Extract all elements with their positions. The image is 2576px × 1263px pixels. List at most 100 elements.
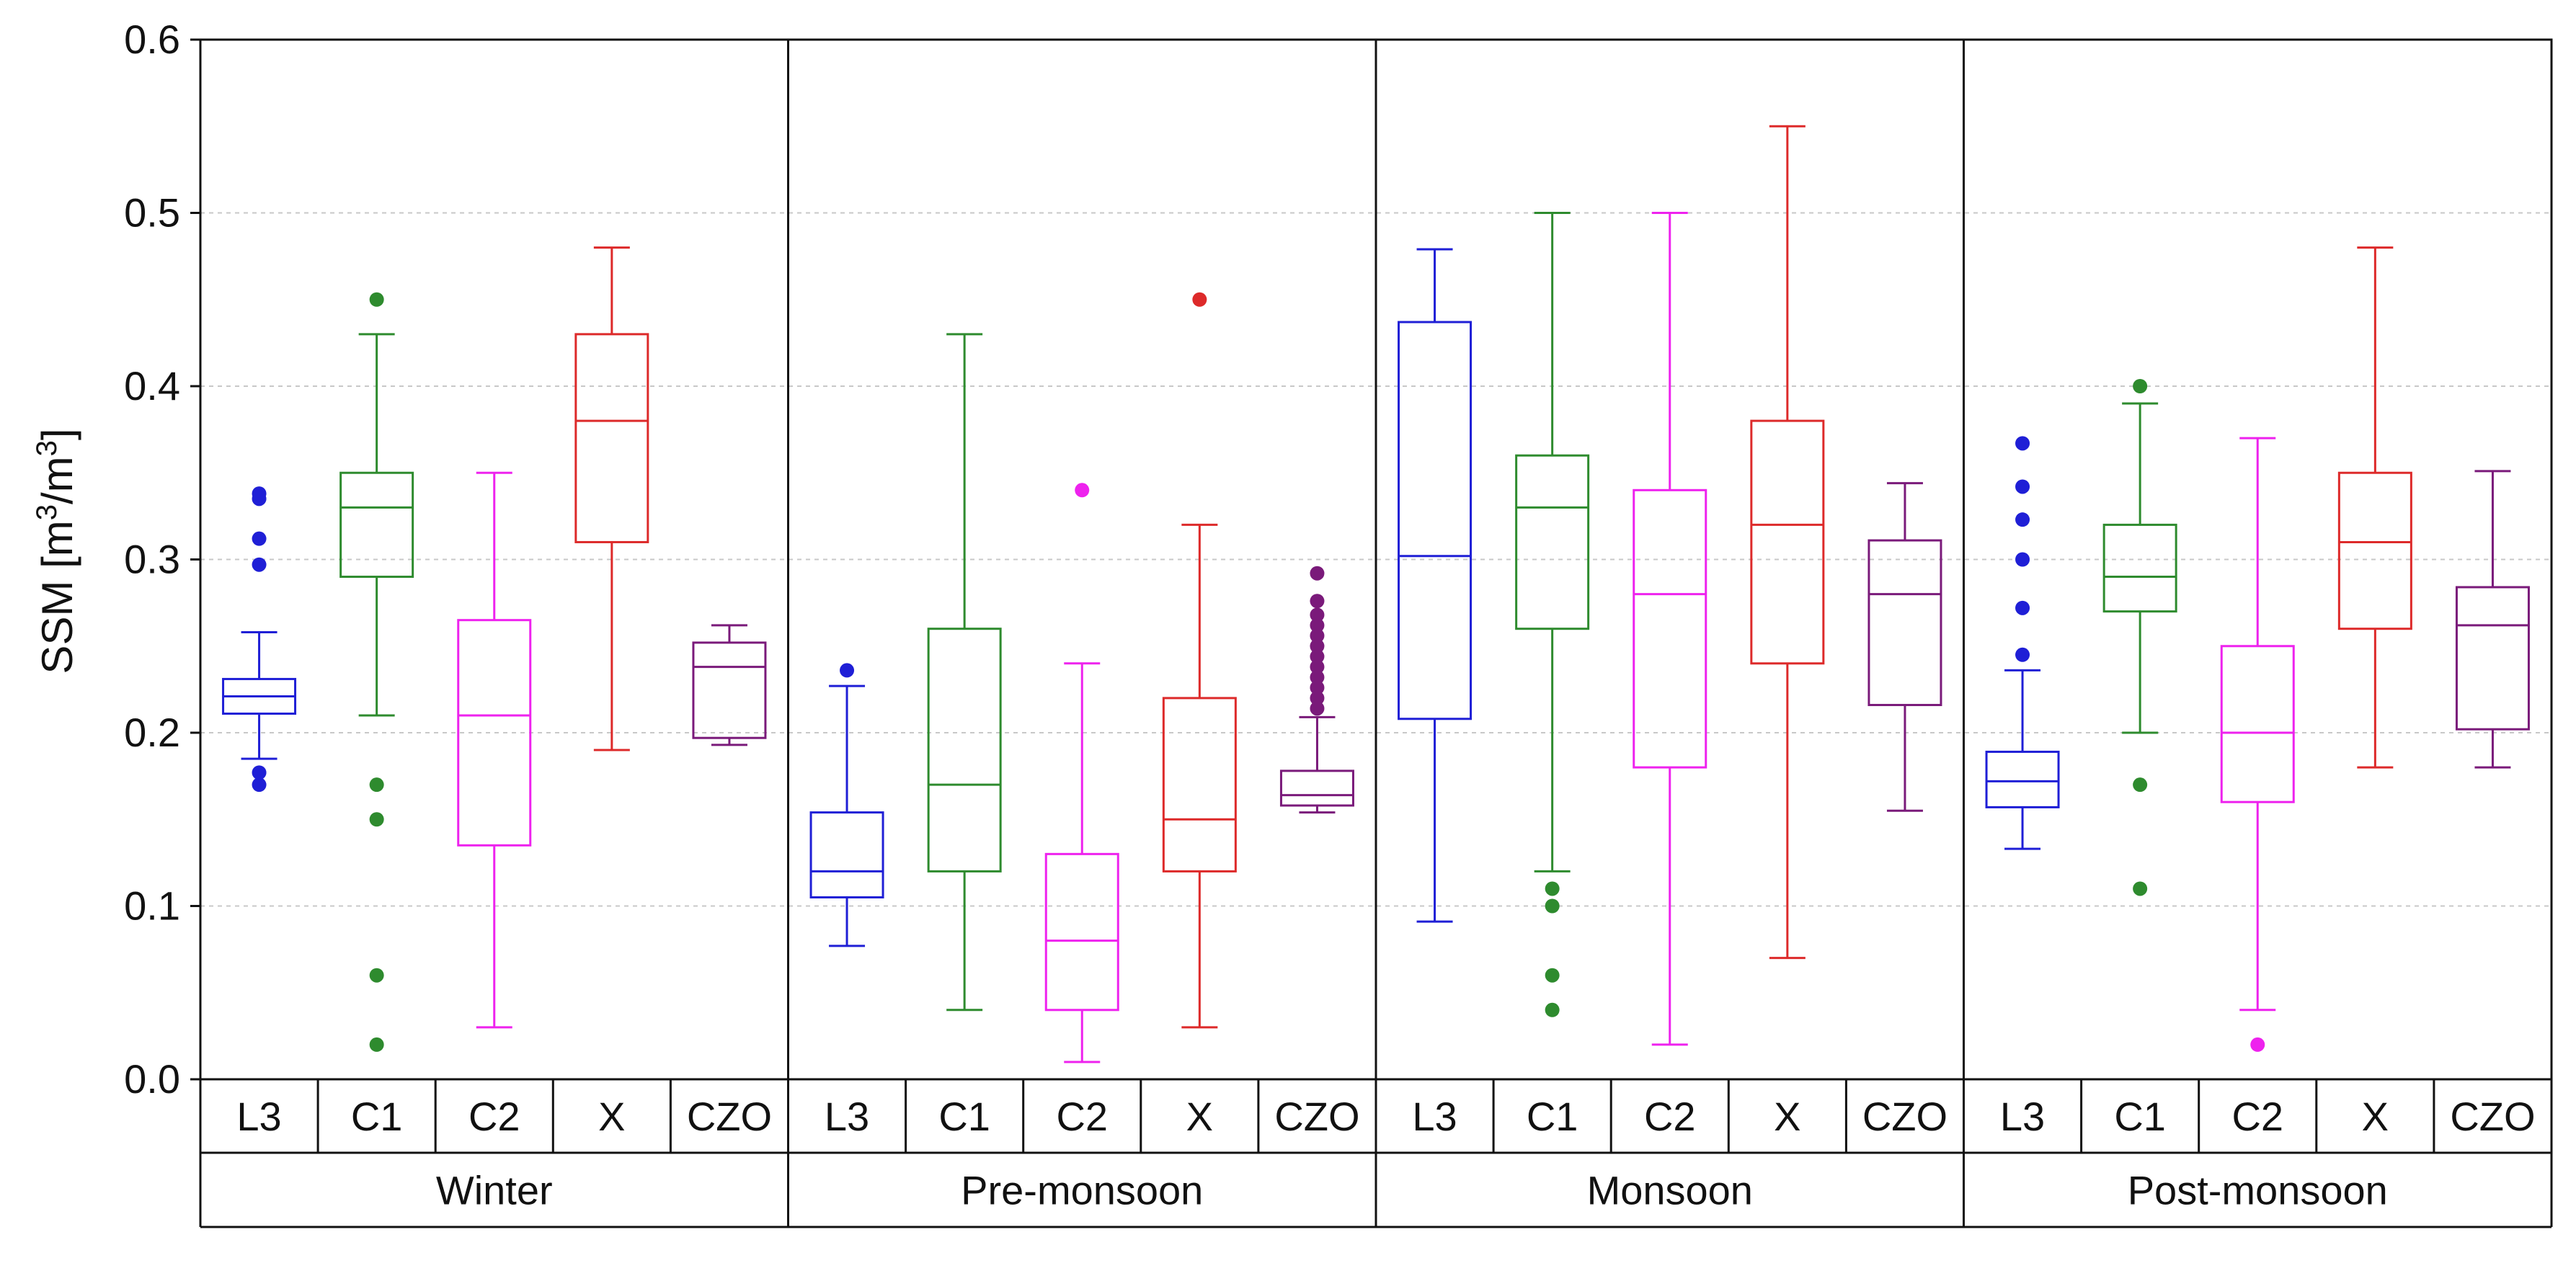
product-label: CZO <box>1274 1094 1359 1139</box>
boxes <box>222 125 2530 1063</box>
outlier-point <box>2015 479 2030 494</box>
season-label: Post-monsoon <box>2128 1168 2388 1213</box>
iqr-box <box>809 811 884 898</box>
iqr-box <box>2220 645 2295 803</box>
outlier-point <box>1310 690 1325 705</box>
outlier-point <box>1545 968 1560 983</box>
y-label-prefix: SSM [m <box>33 520 81 674</box>
box-post-monsoon-c2 <box>2220 437 2295 1052</box>
product-label: C2 <box>2231 1094 2283 1139</box>
box-monsoon-x <box>1750 125 1825 960</box>
outlier-point <box>252 486 267 501</box>
box-monsoon-l3 <box>1398 248 1473 923</box>
product-label: CZO <box>2450 1094 2535 1139</box>
product-label: X <box>1186 1094 1213 1139</box>
outlier-point <box>1545 881 1560 896</box>
season-label: Pre-monsoon <box>961 1168 1203 1213</box>
box-winter-czo <box>692 624 767 746</box>
outlier-point <box>1310 659 1325 674</box>
product-label: C2 <box>1056 1094 1108 1139</box>
outlier-point <box>1310 680 1325 695</box>
product-label: C1 <box>1527 1094 1578 1139</box>
box-pre-monsoon-czo <box>1279 566 1354 814</box>
outlier-point <box>1545 898 1560 914</box>
outlier-point <box>2015 647 2030 662</box>
outlier-point <box>369 968 384 983</box>
outlier-point <box>2015 600 2030 615</box>
category-axis: Winter L3 C1 C2 X CZO Pre-monsoon L3 C1 C2 X CZO Mon… <box>199 1079 2553 1228</box>
outlier-point <box>2015 512 2030 527</box>
outlier-point <box>2133 881 2148 896</box>
product-label: CZO <box>687 1094 772 1139</box>
gridlines <box>200 212 2551 907</box>
product-label: X <box>598 1094 625 1139</box>
outlier-point <box>1310 566 1325 581</box>
season-label: Winter <box>436 1168 553 1213</box>
outlier-point <box>2133 777 2148 793</box>
outlier-point <box>369 812 384 827</box>
season-label: Monsoon <box>1587 1168 1753 1213</box>
outlier-point <box>1310 607 1325 622</box>
box-winter-l3 <box>222 486 297 793</box>
box-winter-x <box>574 246 649 751</box>
iqr-box <box>2337 471 2412 630</box>
outlier-point <box>1545 1002 1560 1017</box>
iqr-box <box>1162 697 1237 873</box>
product-label: L3 <box>1412 1094 1457 1139</box>
y-tick-label: 0.2 <box>124 710 180 755</box>
y-tick-label: 0.6 <box>124 17 180 62</box>
outlier-point <box>1310 617 1325 633</box>
outlier-point <box>1310 670 1325 685</box>
box-monsoon-c1 <box>1515 212 1590 1017</box>
y-tick-label: 0.4 <box>124 363 180 409</box>
outlier-point <box>1310 628 1325 643</box>
outlier-point <box>369 777 384 793</box>
iqr-box <box>1867 539 1942 707</box>
box-post-monsoon-l3 <box>1985 436 2060 850</box>
iqr-box <box>1750 419 1825 665</box>
box-monsoon-c2 <box>1633 212 1707 1046</box>
box-pre-monsoon-x <box>1162 292 1237 1029</box>
iqr-box <box>1279 769 1354 807</box>
box-post-monsoon-x <box>2337 246 2412 769</box>
product-label: L3 <box>825 1094 869 1139</box>
product-label: L3 <box>2000 1094 2045 1139</box>
outlier-point <box>1192 292 1207 307</box>
product-label: C1 <box>938 1094 990 1139</box>
iqr-box <box>2102 523 2177 613</box>
outlier-point <box>2250 1037 2265 1052</box>
outlier-point <box>1075 483 1090 498</box>
y-tick-label: 0.1 <box>124 883 180 929</box>
y-axis-label: SSM [m3/m3] <box>31 428 81 674</box>
box-monsoon-czo <box>1867 482 1942 812</box>
outlier-point <box>369 1037 384 1052</box>
iqr-box <box>692 641 767 739</box>
outlier-point <box>252 765 267 780</box>
iqr-box <box>1985 750 2060 808</box>
y-tick-label: 0.3 <box>124 537 180 582</box>
y-tick-label: 0.5 <box>124 190 180 236</box>
product-label: C1 <box>2114 1094 2166 1139</box>
outlier-point <box>2015 552 2030 567</box>
iqr-box <box>574 333 649 543</box>
y-label-suffix: ] <box>33 428 81 440</box>
iqr-box <box>1515 454 1590 630</box>
iqr-box <box>339 471 414 579</box>
outlier-point <box>369 292 384 307</box>
outlier-point <box>1310 638 1325 653</box>
product-label: X <box>2362 1094 2389 1139</box>
outlier-point <box>1310 649 1325 664</box>
outlier-point <box>1310 594 1325 609</box>
y-label-sup2: 3 <box>31 440 63 456</box>
product-label: L3 <box>236 1094 281 1139</box>
box-pre-monsoon-c2 <box>1044 483 1119 1063</box>
box-pre-monsoon-c1 <box>927 333 1002 1012</box>
product-label: C2 <box>468 1094 520 1139</box>
outlier-point <box>252 531 267 546</box>
box-winter-c2 <box>457 471 532 1029</box>
plot-frame <box>199 38 2553 1227</box>
box-winter-c1 <box>339 292 414 1052</box>
product-label: C2 <box>1644 1094 1696 1139</box>
